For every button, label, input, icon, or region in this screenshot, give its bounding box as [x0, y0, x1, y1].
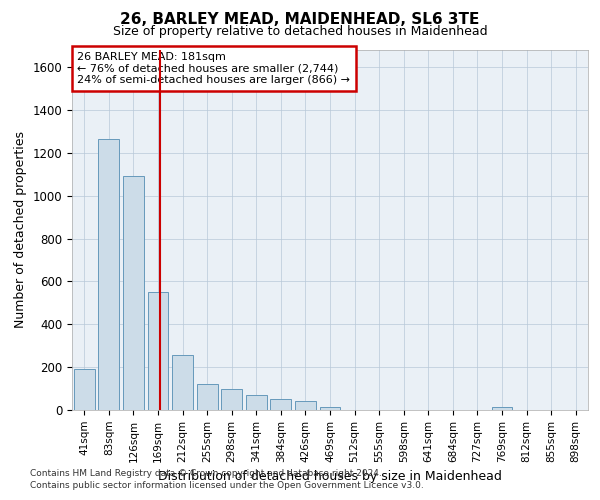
X-axis label: Distribution of detached houses by size in Maidenhead: Distribution of detached houses by size …	[158, 470, 502, 483]
Bar	[123, 176, 144, 410]
Text: Contains HM Land Registry data © Crown copyright and database right 2024.: Contains HM Land Registry data © Crown c…	[30, 468, 382, 477]
Bar	[148, 292, 169, 410]
Text: Contains public sector information licensed under the Open Government Licence v3: Contains public sector information licen…	[30, 481, 424, 490]
Y-axis label: Number of detached properties: Number of detached properties	[14, 132, 27, 328]
Bar	[221, 388, 242, 410]
Bar	[491, 407, 512, 410]
Bar	[98, 140, 119, 410]
Bar	[271, 400, 292, 410]
Text: 26, BARLEY MEAD, MAIDENHEAD, SL6 3TE: 26, BARLEY MEAD, MAIDENHEAD, SL6 3TE	[121, 12, 479, 28]
Text: Size of property relative to detached houses in Maidenhead: Size of property relative to detached ho…	[113, 25, 487, 38]
Bar	[74, 368, 95, 410]
Bar	[295, 402, 316, 410]
Bar	[172, 354, 193, 410]
Bar	[197, 384, 218, 410]
Bar	[320, 407, 340, 410]
Text: 26 BARLEY MEAD: 181sqm
← 76% of detached houses are smaller (2,744)
24% of semi-: 26 BARLEY MEAD: 181sqm ← 76% of detached…	[77, 52, 350, 85]
Bar	[246, 395, 267, 410]
